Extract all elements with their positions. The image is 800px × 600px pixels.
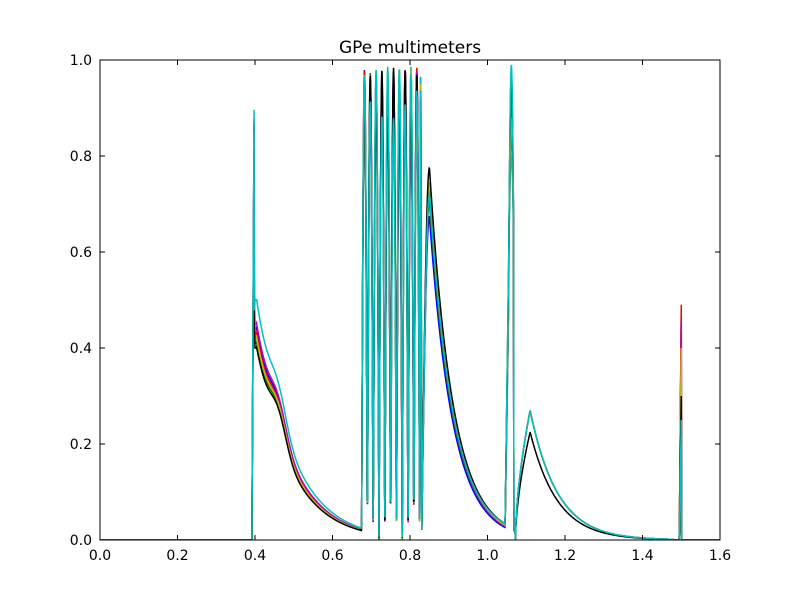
- x-tick-label: 1.4: [631, 548, 653, 564]
- y-tick-label: 0.6: [70, 245, 92, 261]
- x-tick-label: 0.8: [399, 548, 421, 564]
- x-tick-label: 1.2: [554, 548, 576, 564]
- x-tick-label: 0.6: [321, 548, 343, 564]
- y-tick-label: 1.0: [70, 53, 92, 69]
- x-tick-label: 0.4: [244, 548, 266, 564]
- x-axis: 0.0 0.2 0.4 0.6 0.8 1.0 1.2 1.4 1.6: [89, 60, 731, 564]
- y-tick-label: 0.2: [70, 437, 92, 453]
- x-tick-label: 0.2: [166, 548, 188, 564]
- series-line-7: [100, 64, 720, 540]
- chart-title: GPe multimeters: [339, 38, 481, 58]
- x-tick-label: 1.6: [709, 548, 731, 564]
- series-layer: [100, 64, 720, 540]
- y-tick-label: 0.4: [70, 341, 92, 357]
- x-tick-label: 1.0: [476, 548, 498, 564]
- x-tick-label: 0.0: [89, 548, 111, 564]
- y-axis: 0.0 0.2 0.4 0.6 0.8 1.0: [70, 53, 720, 549]
- y-tick-label: 0.0: [70, 533, 92, 549]
- y-tick-label: 0.8: [70, 149, 92, 165]
